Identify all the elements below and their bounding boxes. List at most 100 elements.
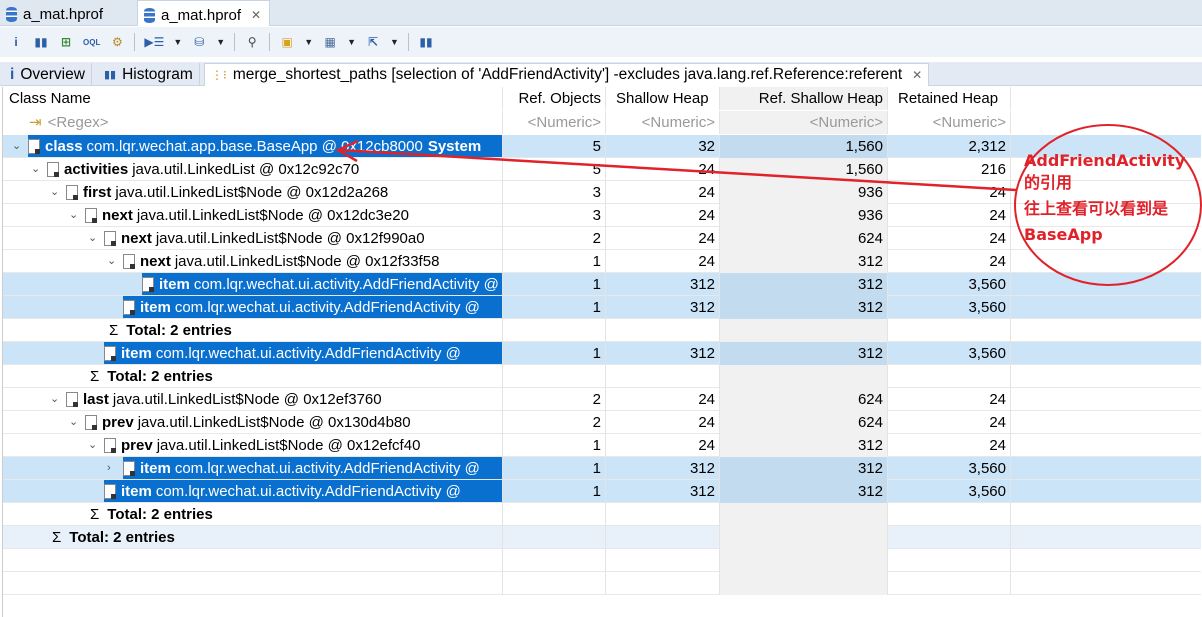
tree-row[interactable]: ⌄ class com.lqr.wechat.app.base.BaseApp @ … bbox=[3, 135, 1201, 158]
close-icon[interactable]: ✕ bbox=[912, 68, 923, 82]
total-row[interactable]: Σ Total: 2 entries bbox=[3, 503, 1201, 526]
chevron-down-icon[interactable]: ⌄ bbox=[107, 255, 117, 267]
dropdown-arrow-icon[interactable]: ▼ bbox=[173, 37, 183, 47]
class-name-cell: item com.lqr.wechat.ui.activity.AddFriend… bbox=[3, 480, 503, 503]
total-row[interactable]: Σ Total: 2 entries bbox=[3, 319, 1201, 342]
sum-icon: Σ bbox=[109, 321, 119, 339]
tree-row[interactable]: item com.lqr.wechat.ui.activity.AddFriend… bbox=[3, 342, 1201, 365]
numeric-filter-input[interactable]: <Numeric> bbox=[720, 111, 888, 134]
tree-row[interactable]: ⌄ first java.util.LinkedList$Node @ 0x12d2… bbox=[3, 181, 1201, 204]
column-class-name[interactable]: Class Name bbox=[3, 87, 503, 110]
column-ref-objects[interactable]: Ref. Objects bbox=[503, 87, 606, 110]
retained-heap-cell: 3,560 bbox=[888, 457, 1011, 480]
tree-row[interactable]: item com.lqr.wechat.ui.activity.AddFriend… bbox=[3, 273, 1201, 296]
tab-merge-shortest-paths[interactable]: ⋮⁝ merge_shortest_paths [selection of 'Ad… bbox=[204, 63, 930, 86]
total-row[interactable]: Σ Total: 2 entries bbox=[3, 526, 1201, 549]
calculator-icon[interactable]: ▦ bbox=[324, 35, 336, 49]
total-label: Total: 2 entries bbox=[69, 528, 175, 546]
chevron-down-icon[interactable]: ⌄ bbox=[12, 140, 22, 152]
chevron-down-icon[interactable]: ⌄ bbox=[69, 416, 79, 428]
shallow-heap-cell: 24 bbox=[606, 204, 720, 227]
export-icon[interactable]: ⇱ bbox=[368, 35, 379, 49]
filter-row: ⇥ <Regex> <Numeric> <Numeric> <Numeric> <… bbox=[3, 111, 1201, 134]
column-ref-shallow-heap[interactable]: Ref. Shallow Heap bbox=[720, 87, 888, 110]
object-label: java.util.LinkedList$Node @ 0x12efcf40 bbox=[156, 436, 421, 454]
histogram-icon[interactable]: ▮▮ bbox=[34, 35, 48, 49]
field-name: item bbox=[121, 482, 152, 500]
ref-objects-cell: 3 bbox=[503, 181, 606, 204]
paths-icon: ⋮⁝ bbox=[211, 68, 227, 82]
object-icon bbox=[66, 391, 78, 407]
shallow-heap-cell: 24 bbox=[606, 227, 720, 250]
ref-objects-cell bbox=[503, 526, 606, 549]
chevron-down-icon[interactable]: ⌄ bbox=[88, 232, 98, 244]
sum-icon: Σ bbox=[90, 505, 100, 523]
class-name-cell: item com.lqr.wechat.ui.activity.AddFriend… bbox=[3, 273, 503, 296]
retained-heap-cell: 3,560 bbox=[888, 342, 1011, 365]
tree-row[interactable]: ⌄ next java.util.LinkedList$Node @ 0x12f99… bbox=[3, 227, 1201, 250]
tree-row[interactable]: ⌄ prev java.util.LinkedList$Node @ 0x12efc… bbox=[3, 434, 1201, 457]
info-icon[interactable]: i bbox=[14, 35, 18, 49]
tree-row[interactable]: item com.lqr.wechat.ui.activity.AddFriend… bbox=[3, 296, 1201, 319]
pin-icon[interactable]: ▮▮ bbox=[419, 35, 433, 49]
field-name: prev bbox=[121, 436, 153, 454]
object-icon bbox=[85, 414, 97, 430]
class-name-cell: Σ Total: 2 entries bbox=[3, 319, 503, 342]
object-label: com.lqr.wechat.ui.activity.AddFriendActi… bbox=[174, 298, 480, 316]
editor-tab-1[interactable]: a_mat.hprof bbox=[0, 0, 111, 26]
query-browser-icon[interactable]: ▶☰ bbox=[144, 35, 165, 49]
ref-objects-cell bbox=[503, 503, 606, 526]
search-icon[interactable]: ⚲ bbox=[247, 35, 257, 49]
retained-heap-cell: 2,312 bbox=[888, 135, 1011, 158]
dropdown-arrow-icon[interactable]: ▼ bbox=[304, 37, 314, 47]
object-icon bbox=[104, 345, 116, 361]
ref-objects-cell: 1 bbox=[503, 457, 606, 480]
annotation-text-line-1: AddFriendActivity 的引用 bbox=[1024, 151, 1186, 192]
editor-tab-2[interactable]: a_mat.hprof ✕ bbox=[137, 0, 271, 26]
thread-gear-icon[interactable]: ⚙ bbox=[111, 35, 123, 49]
shallow-heap-cell: 24 bbox=[606, 388, 720, 411]
chevron-down-icon[interactable]: ⌄ bbox=[88, 439, 98, 451]
group-icon[interactable]: ▣ bbox=[281, 35, 293, 49]
tree-row[interactable]: › item com.lqr.wechat.ui.activity.AddFrien… bbox=[3, 457, 1201, 480]
dropdown-arrow-icon[interactable]: ▼ bbox=[216, 37, 226, 47]
tree-row[interactable]: ⌄ prev java.util.LinkedList$Node @ 0x130d4… bbox=[3, 411, 1201, 434]
tree-row[interactable]: ⌄ next java.util.LinkedList$Node @ 0x12dc3… bbox=[3, 204, 1201, 227]
regex-filter-input[interactable]: ⇥ <Regex> bbox=[3, 111, 503, 134]
numeric-filter-input[interactable]: <Numeric> bbox=[606, 111, 720, 134]
shallow-heap-cell: 312 bbox=[606, 296, 720, 319]
tree-row[interactable]: ⌄ next java.util.LinkedList$Node @ 0x12f33… bbox=[3, 250, 1201, 273]
field-name: item bbox=[140, 298, 171, 316]
dropdown-arrow-icon[interactable]: ▼ bbox=[390, 37, 399, 47]
column-shallow-heap[interactable]: Shallow Heap bbox=[606, 87, 720, 110]
chevron-right-icon[interactable]: › bbox=[107, 462, 111, 474]
oql-icon[interactable]: OQL bbox=[83, 37, 101, 47]
total-row[interactable]: Σ Total: 2 entries bbox=[3, 365, 1201, 388]
chevron-down-icon[interactable]: ⌄ bbox=[31, 163, 41, 175]
dropdown-arrow-icon[interactable]: ▼ bbox=[347, 37, 357, 47]
field-name: item bbox=[140, 459, 171, 477]
dominator-tree-icon[interactable]: ⊞ bbox=[60, 35, 72, 49]
ref-shallow-heap-cell: 624 bbox=[720, 227, 888, 250]
tab-overview[interactable]: i Overview bbox=[4, 63, 92, 86]
retained-heap-cell bbox=[888, 365, 1011, 388]
results-tree-table: Class Name Ref. Objects Shallow Heap Ref… bbox=[2, 87, 1202, 617]
heap-dump-overview-icon[interactable]: ⛁ bbox=[194, 35, 205, 49]
object-icon bbox=[85, 207, 97, 223]
ref-shallow-heap-cell: 624 bbox=[720, 411, 888, 434]
numeric-filter-input[interactable]: <Numeric> bbox=[888, 111, 1011, 134]
tree-row[interactable]: ⌄ last java.util.LinkedList$Node @ 0x12ef3… bbox=[3, 388, 1201, 411]
chevron-down-icon[interactable]: ⌄ bbox=[50, 186, 60, 198]
tab-histogram[interactable]: ▮▮ Histogram bbox=[98, 63, 200, 86]
field-name: first bbox=[83, 183, 112, 201]
close-icon[interactable]: ✕ bbox=[251, 8, 262, 22]
column-retained-heap[interactable]: Retained Heap bbox=[888, 87, 1011, 110]
class-name-cell: Σ Total: 2 entries bbox=[3, 503, 503, 526]
numeric-filter-input[interactable]: <Numeric> bbox=[503, 111, 606, 134]
chevron-down-icon[interactable]: ⌄ bbox=[69, 209, 79, 221]
chevron-down-icon[interactable]: ⌄ bbox=[50, 393, 60, 405]
retained-heap-cell: 216 bbox=[888, 158, 1011, 181]
tree-row[interactable]: ⌄ activities java.util.LinkedList @ 0x12c9… bbox=[3, 158, 1201, 181]
total-label: Total: 2 entries bbox=[107, 367, 213, 385]
tree-row[interactable]: item com.lqr.wechat.ui.activity.AddFriend… bbox=[3, 480, 1201, 503]
